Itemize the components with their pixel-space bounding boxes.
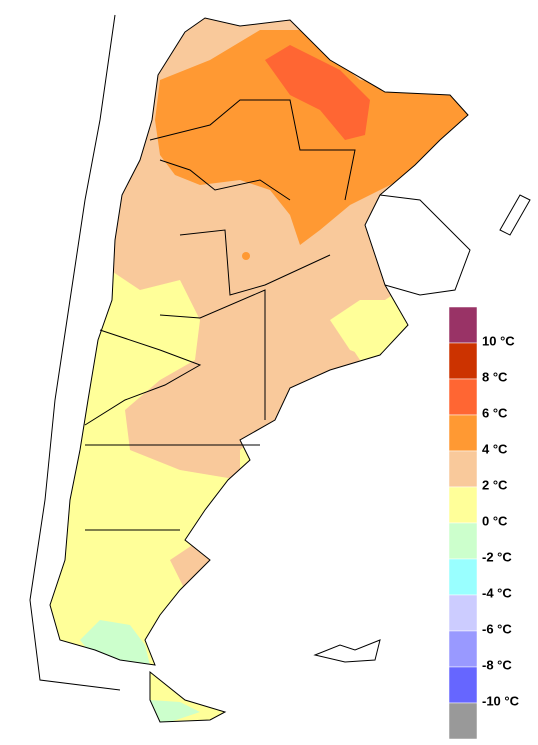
- temperature-field: [50, 18, 468, 722]
- legend-label: -2 °C: [482, 549, 512, 564]
- legend-label: -4 °C: [482, 585, 512, 600]
- province-borders: [84, 99, 356, 531]
- legend-swatch: [448, 594, 478, 632]
- legend-swatch: [448, 558, 478, 596]
- legend-label: 0 °C: [482, 513, 508, 528]
- legend-label: 10 °C: [482, 333, 515, 348]
- legend-label: 6 °C: [482, 405, 508, 420]
- legend-swatch: [448, 378, 478, 416]
- coast-detail: [499, 194, 531, 236]
- legend-label: 2 °C: [482, 477, 508, 492]
- legend-label: -8 °C: [482, 657, 512, 672]
- zone-minus2-0: [150, 700, 200, 722]
- hotspot: [242, 252, 250, 260]
- legend-swatch: [448, 414, 478, 452]
- zone-0-2: [330, 300, 400, 360]
- legend: 10 °C 8 °C 6 °C 4 °C 2 °C 0 °C -2 °C -4 °C -6 °C…: [448, 306, 520, 740]
- legend-swatch: [448, 342, 478, 380]
- uruguay-outline: [379, 194, 471, 296]
- legend-swatch: [448, 486, 478, 524]
- zone-6-8: [265, 45, 370, 140]
- legend-swatch: [448, 630, 478, 668]
- islands: [313, 639, 381, 663]
- legend-swatch: [448, 702, 478, 740]
- legend-label: 4 °C: [482, 441, 508, 456]
- legend-swatch: [448, 522, 478, 560]
- chile-coast: [29, 14, 121, 691]
- legend-swatch: [448, 666, 478, 704]
- zone-4-6: [155, 30, 468, 245]
- legend-label: 8 °C: [482, 369, 508, 384]
- legend-label: -6 °C: [482, 621, 512, 636]
- legend-swatch: [448, 450, 478, 488]
- country-outline: [49, 17, 469, 666]
- borders: [29, 14, 531, 723]
- legend-swatch: [448, 306, 478, 344]
- tierra-del-fuego: [149, 670, 227, 723]
- legend-label: -10 °C: [482, 693, 520, 708]
